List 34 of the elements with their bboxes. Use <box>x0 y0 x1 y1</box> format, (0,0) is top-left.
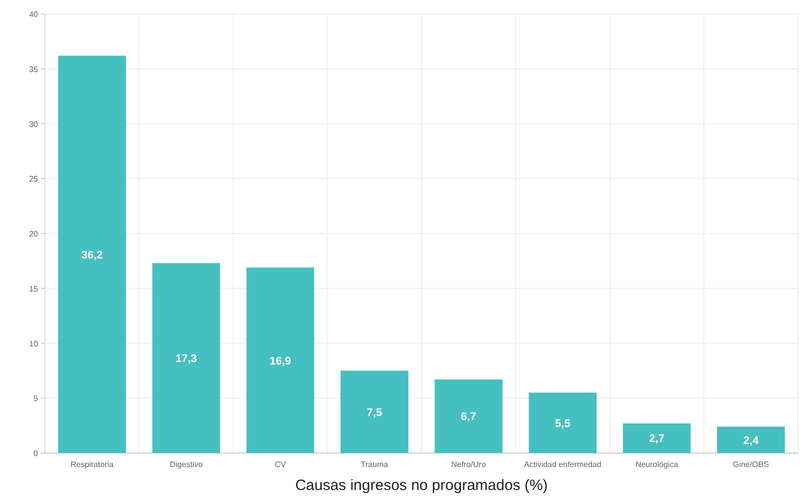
data-label: 2,7 <box>649 433 664 446</box>
y-tick-label: 25 <box>29 174 39 184</box>
y-tick-label: 15 <box>29 284 39 294</box>
y-tick-label: 20 <box>29 230 39 238</box>
y-tick-label: 5 <box>34 394 39 404</box>
x-tick-label: Digestivo <box>170 460 204 469</box>
x-tick-label: Nefro/Uro <box>451 460 486 469</box>
bar <box>152 263 220 453</box>
bar <box>528 392 597 453</box>
x-axis-title: Causas ingresos no programados (%) <box>295 477 548 494</box>
bar <box>340 370 408 453</box>
x-tick-label: Respiratoria <box>70 460 114 469</box>
bar <box>58 56 126 453</box>
x-tick-label: Trauma <box>360 460 389 469</box>
y-tick-label: 10 <box>29 339 39 348</box>
data-label: 17,3 <box>175 353 197 366</box>
bar <box>246 268 314 453</box>
x-tick-label: Actividad enfermedad <box>524 460 602 469</box>
x-tick-label: CV <box>274 460 287 469</box>
bar <box>717 426 785 453</box>
y-tick-label: 0 <box>34 449 39 458</box>
y-tick-label: 35 <box>29 64 39 74</box>
bar <box>434 379 502 453</box>
data-label: 2,4 <box>743 434 760 447</box>
data-label: 6,7 <box>460 411 476 424</box>
data-label: 36,2 <box>81 249 103 262</box>
data-label: 7,5 <box>366 406 382 419</box>
y-tick-label: 40 <box>29 10 39 19</box>
y-tick-label: 30 <box>29 120 39 129</box>
data-label: 5,5 <box>555 418 570 430</box>
bar <box>622 423 691 453</box>
x-tick-label: Neurológica <box>635 460 679 469</box>
data-label: 16,9 <box>270 355 292 368</box>
x-tick-label: Gine/OBS <box>732 460 769 469</box>
